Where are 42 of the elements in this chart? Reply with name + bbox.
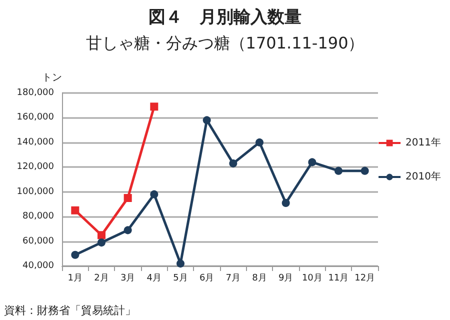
point xyxy=(176,260,184,268)
point xyxy=(334,166,342,175)
x-tick-label: 10月 xyxy=(302,274,322,284)
point xyxy=(71,250,80,259)
point xyxy=(202,116,211,124)
point xyxy=(360,166,369,175)
point xyxy=(256,138,264,146)
y-axis-title: トン xyxy=(42,72,62,84)
point xyxy=(124,226,132,234)
point xyxy=(98,238,106,247)
x-tick-label: 2月 xyxy=(94,274,109,284)
point xyxy=(150,190,158,198)
point xyxy=(98,231,106,240)
x-tick-label: 5月 xyxy=(173,274,188,284)
x-tick-label: 11月 xyxy=(328,274,349,284)
point xyxy=(282,198,290,207)
point xyxy=(308,158,316,166)
y-tick-label: 160,000 xyxy=(16,112,54,123)
y-tick-label: 60,000 xyxy=(22,236,54,246)
x-tick-label: 12月 xyxy=(354,274,376,284)
chart-title: 図４ 月別輸入数量 xyxy=(148,8,302,28)
x-tick-label: 3月 xyxy=(120,274,136,284)
y-tick-label: 120,000 xyxy=(16,162,54,172)
chart-subtitle: 甘しゃ糖・分みつ糖（1701.11-190） xyxy=(86,34,364,52)
x-tick-label: 9月 xyxy=(278,274,294,284)
point xyxy=(229,159,238,168)
y-tick-label: 140,000 xyxy=(16,137,54,148)
y-tick-label: 80,000 xyxy=(22,212,54,222)
x-tick-label: 1月 xyxy=(68,274,83,284)
legend-label: 2010年 xyxy=(406,170,442,182)
y-tick-label: 40,000 xyxy=(22,261,54,271)
point xyxy=(124,194,132,202)
x-tick-label: 8月 xyxy=(252,274,267,284)
point xyxy=(150,102,158,111)
point xyxy=(71,206,80,214)
x-tick-label: 7月 xyxy=(226,274,241,284)
x-tick-label: 6月 xyxy=(199,274,214,284)
y-tick-label: 180,000 xyxy=(16,88,54,98)
text: 資料：財務省「貿易統計」 xyxy=(4,304,136,317)
legend-label: 2011年 xyxy=(406,136,442,148)
y-tick-label: 100,000 xyxy=(16,186,54,197)
x-tick-label: 4月 xyxy=(146,274,162,284)
